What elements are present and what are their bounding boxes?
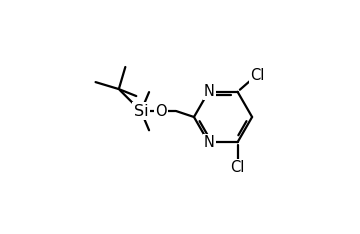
Text: Cl: Cl	[230, 160, 245, 175]
Text: N: N	[204, 135, 215, 150]
Text: Cl: Cl	[251, 68, 265, 83]
Text: Si: Si	[134, 104, 148, 119]
Text: O: O	[155, 104, 167, 119]
Text: N: N	[204, 84, 215, 99]
